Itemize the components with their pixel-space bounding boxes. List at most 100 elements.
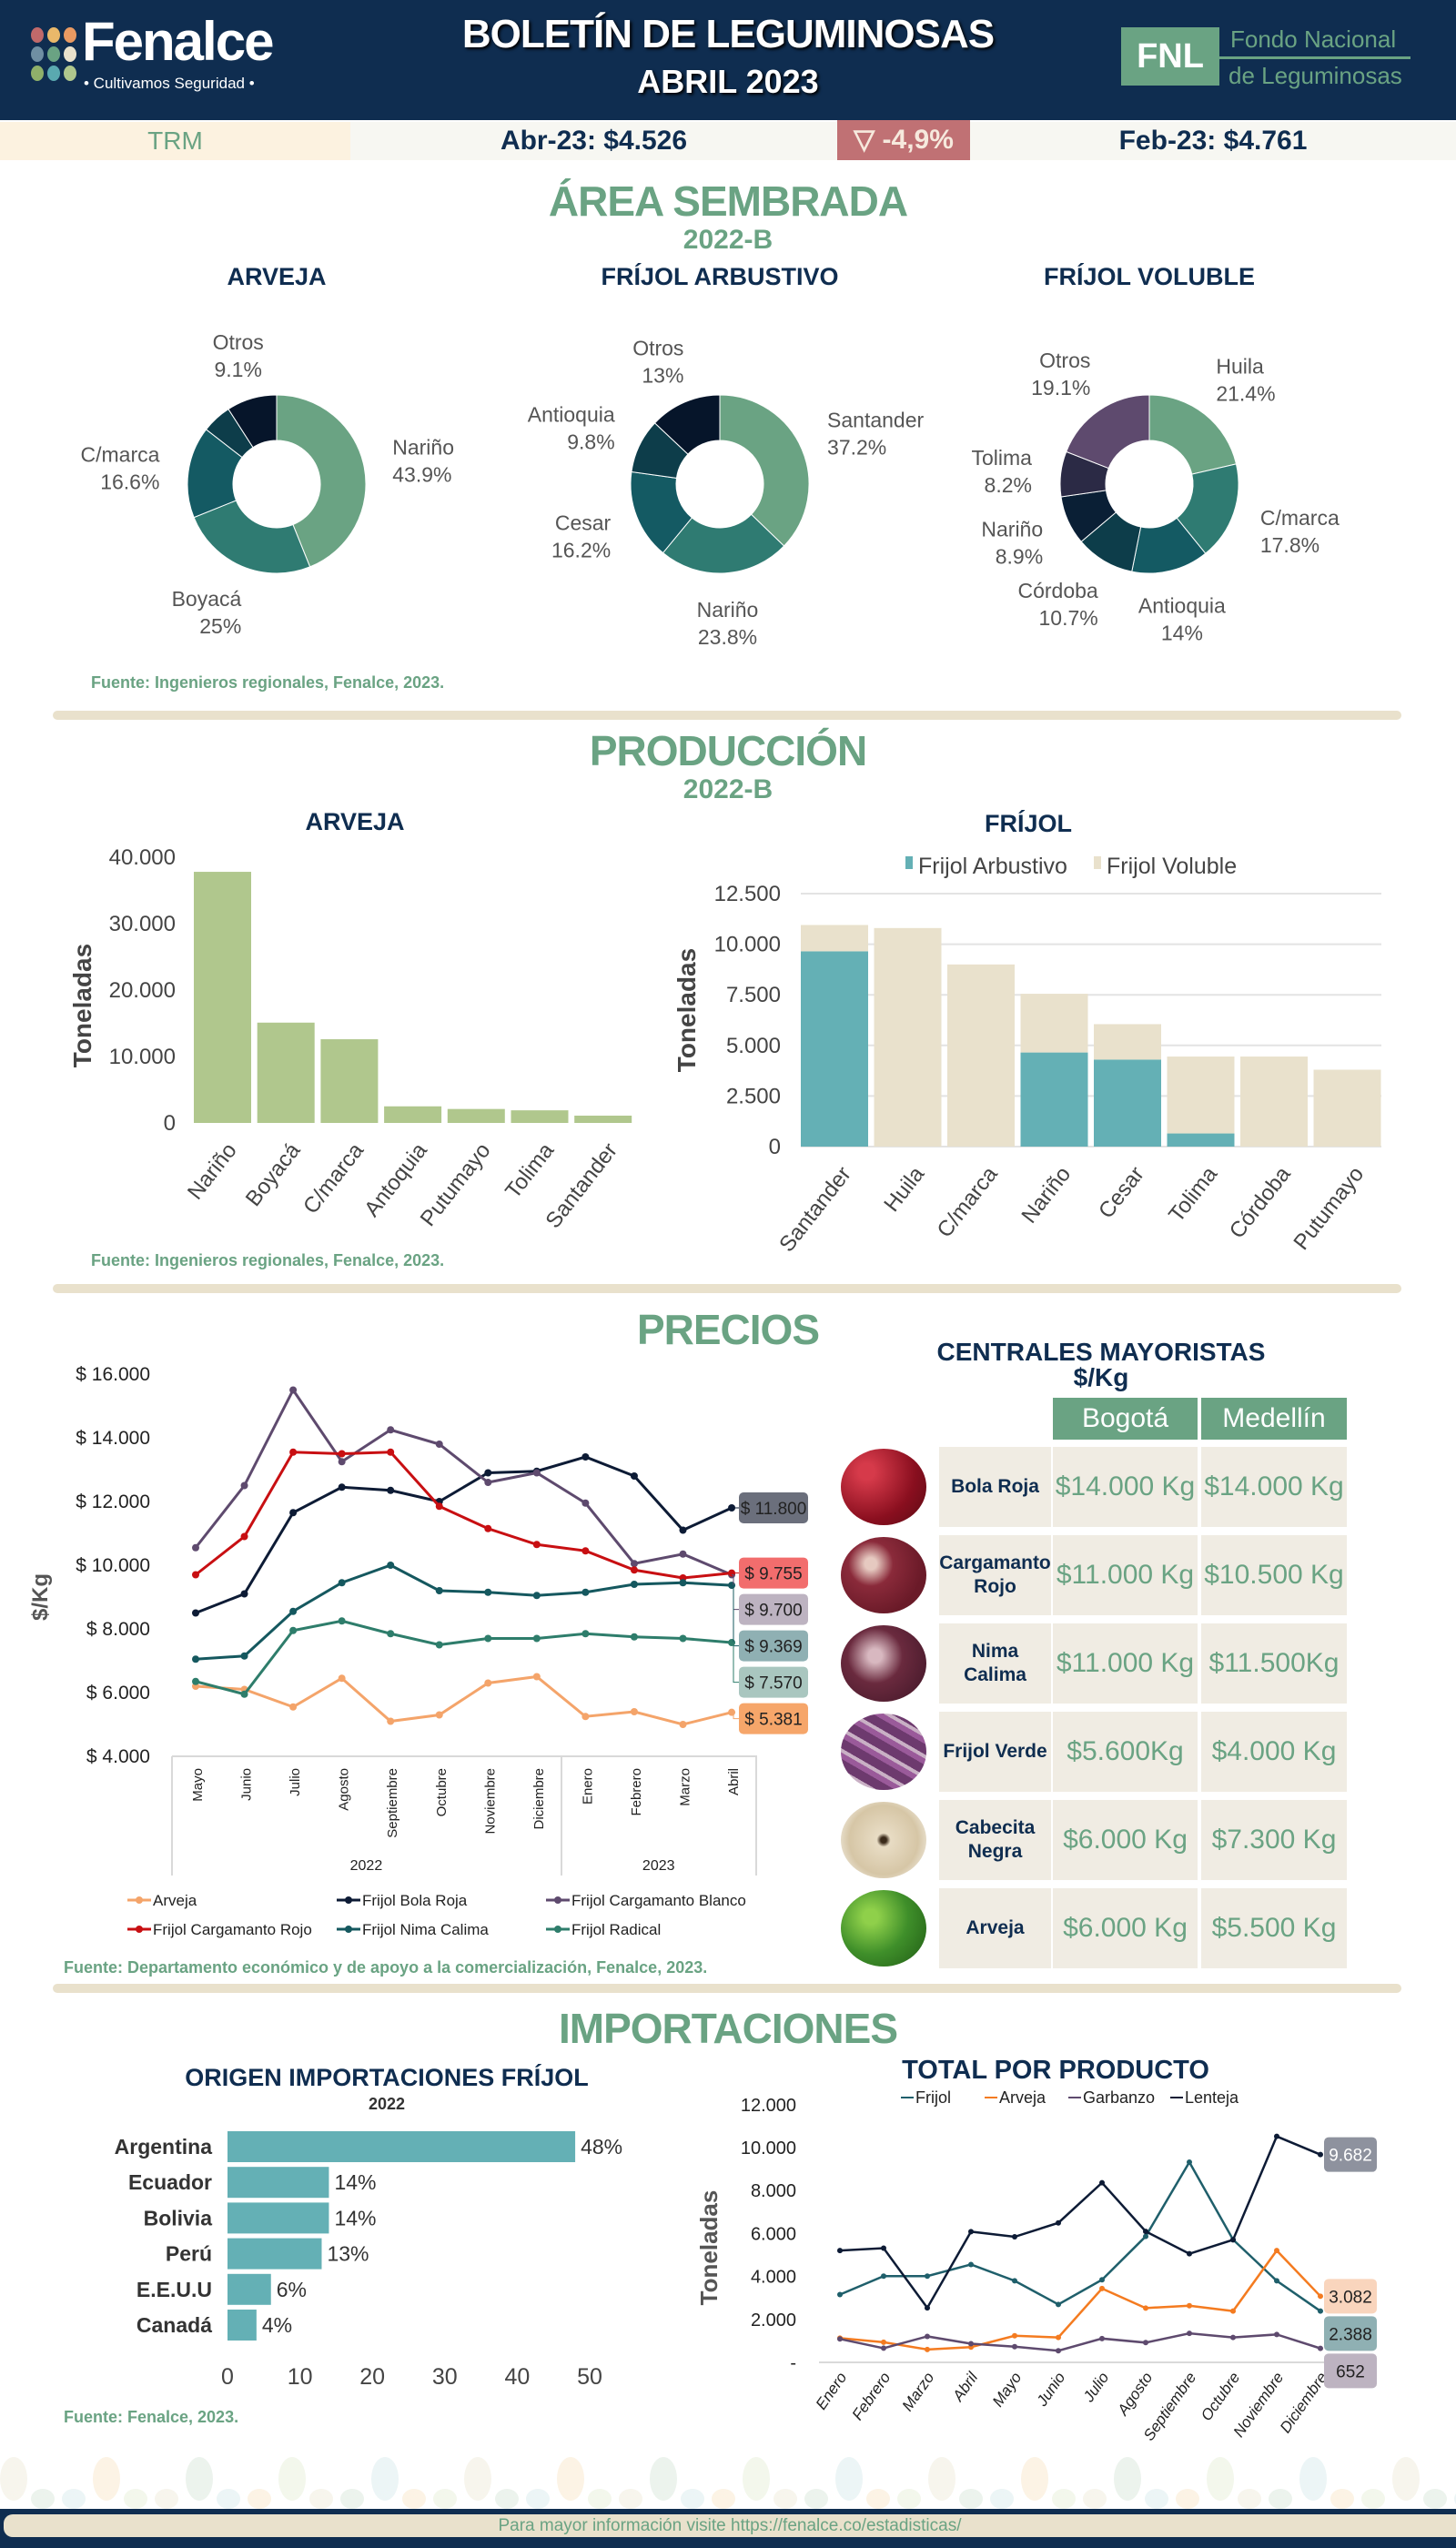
bar-boyacá — [257, 1022, 315, 1123]
data-point — [532, 1634, 541, 1643]
line-frijol-nima-calima — [195, 1563, 733, 1661]
x-tick-label: Agosto — [337, 1768, 352, 1811]
pie-slice-boyacá — [193, 500, 311, 574]
data-point — [387, 1562, 395, 1569]
bar-nariño — [194, 872, 251, 1123]
line-frijol-cargamanto-blanco — [194, 1387, 733, 1576]
section-divider — [53, 711, 1401, 720]
bean-decoration — [588, 2489, 612, 2509]
end-label: $ 5.381 — [744, 1711, 802, 1730]
data-point — [338, 1674, 346, 1683]
y-tick-label: 7.500 — [726, 983, 781, 1007]
price-table-row: Frijol Verde $5.600Kg $4.000 Kg — [839, 1712, 1349, 1792]
x-tick-label: Mayo — [989, 2369, 1025, 2410]
y-tick-label: 5.000 — [726, 1034, 781, 1058]
bean-decoration — [897, 2489, 921, 2509]
footer-link[interactable]: Para mayor información visite https://fe… — [4, 2514, 1456, 2537]
fnl-name-line2: de Leguminosas — [1228, 62, 1402, 89]
data-point — [581, 1713, 590, 1721]
bean-decoration — [495, 2489, 519, 2509]
label-leader — [732, 1584, 739, 1647]
data-point — [1056, 2219, 1061, 2226]
bar-segment-cesar — [1094, 1024, 1161, 1060]
fnl-logo-line — [1219, 56, 1410, 59]
price-line-chart: $ 4.000 $ 6.000 $ 8.000 $ 10.000 $ 12.000 $ 1… — [28, 1364, 808, 1938]
legend-marker — [136, 1896, 143, 1904]
bean-decoration — [619, 2489, 642, 2509]
origin-chart-year: 2022 — [368, 2095, 406, 2113]
bean-decoration — [340, 2489, 364, 2509]
x-tick-label: Julio — [1079, 2369, 1112, 2405]
x-tick-label: Agosto — [1114, 2369, 1157, 2419]
trm-change-badge: ▽ -4,9% — [837, 120, 970, 160]
data-point — [925, 2333, 930, 2340]
bean-decoration — [650, 2457, 677, 2501]
legend-swatch — [905, 856, 913, 869]
y-tick-label: 0 — [769, 1135, 781, 1159]
pie-value: 10.7% — [1038, 606, 1097, 630]
frijol-verde-pods-image — [841, 1714, 926, 1790]
legend-label: Frijol Cargamanto Blanco — [571, 1892, 746, 1909]
data-point — [1274, 2278, 1279, 2284]
bean-decoration — [248, 2489, 271, 2509]
bean-decoration — [93, 2457, 120, 2501]
section-title-area: ÁREA SEMBRADA — [548, 177, 908, 225]
end-label: $ 11.800 — [741, 1500, 807, 1519]
line-frijol-cargamanto-rojo — [195, 1451, 733, 1580]
area-pie-charts: Nariño 43.9% Boyacá 25% C/marca 16.6% Otros 9.1… — [81, 330, 1340, 649]
pie-label: Huila — [1216, 355, 1264, 379]
data-point — [679, 1526, 687, 1534]
wholesale-unit: $/Kg — [1073, 1363, 1129, 1391]
bean-decoration — [1330, 2489, 1354, 2509]
data-point — [1056, 2348, 1061, 2354]
y-axis-label: Toneladas — [672, 948, 701, 1072]
cargamanto-rojo-beans-image — [841, 1537, 926, 1613]
pie-value: 9.8% — [567, 430, 614, 453]
end-label: 652 — [1336, 2362, 1365, 2381]
bar-segment-tolima — [1167, 1057, 1235, 1134]
data-point — [484, 1524, 492, 1532]
end-label-box — [1324, 2137, 1377, 2172]
value-label: 14% — [334, 2170, 376, 2194]
bar-segment-huila — [874, 927, 942, 1147]
y-tick-label: $ 14.000 — [76, 1428, 150, 1449]
data-point — [1143, 2340, 1148, 2346]
data-point — [192, 1609, 199, 1617]
data-point — [881, 2273, 886, 2280]
pie-value: 9.1% — [214, 358, 261, 381]
product-name: Frijol Verde — [939, 1712, 1051, 1792]
product-name: Bola Roja — [939, 1447, 1051, 1527]
x-group-label: 2022 — [350, 1858, 383, 1874]
price-bogota: $6.000 Kg — [1053, 1888, 1198, 1968]
data-point — [1274, 2248, 1279, 2254]
data-point — [925, 2346, 930, 2352]
x-tick-label: 40 — [504, 2364, 530, 2390]
data-point — [1318, 2308, 1323, 2314]
data-point — [289, 1448, 298, 1456]
data-point — [435, 1441, 443, 1448]
y-tick-label: $ 10.000 — [76, 1555, 150, 1576]
y-tick-label: $ 16.000 — [76, 1364, 150, 1385]
data-point — [581, 1499, 590, 1507]
pie-title-frijol-voluble: FRÍJOL VOLUBLE — [1043, 263, 1256, 290]
pie-value: 19.1% — [1031, 376, 1090, 399]
price-bogota: $11.000 Kg — [1053, 1535, 1198, 1615]
bean-decoration — [124, 2489, 147, 2509]
data-point — [387, 1426, 395, 1434]
data-point — [192, 1543, 199, 1552]
end-label-box — [739, 1630, 808, 1662]
legend-swatch — [1094, 856, 1101, 869]
price-medellin: $7.300 Kg — [1201, 1800, 1347, 1880]
data-point — [435, 1502, 443, 1511]
pie-title-frijol-arbustivo: FRÍJOL ARBUSTIVO — [601, 263, 839, 290]
data-point — [240, 1532, 248, 1541]
pie-label: Otros — [632, 336, 683, 359]
data-point — [1187, 2250, 1192, 2257]
x-tick-label: Febrero — [849, 2369, 895, 2423]
bean-decoration — [1052, 2489, 1076, 2509]
data-point — [679, 1721, 687, 1728]
data-point — [630, 1472, 638, 1480]
data-point — [1187, 2159, 1192, 2165]
price-bogota: $6.000 Kg — [1053, 1800, 1198, 1880]
price-medellin: $14.000 Kg — [1201, 1447, 1347, 1527]
